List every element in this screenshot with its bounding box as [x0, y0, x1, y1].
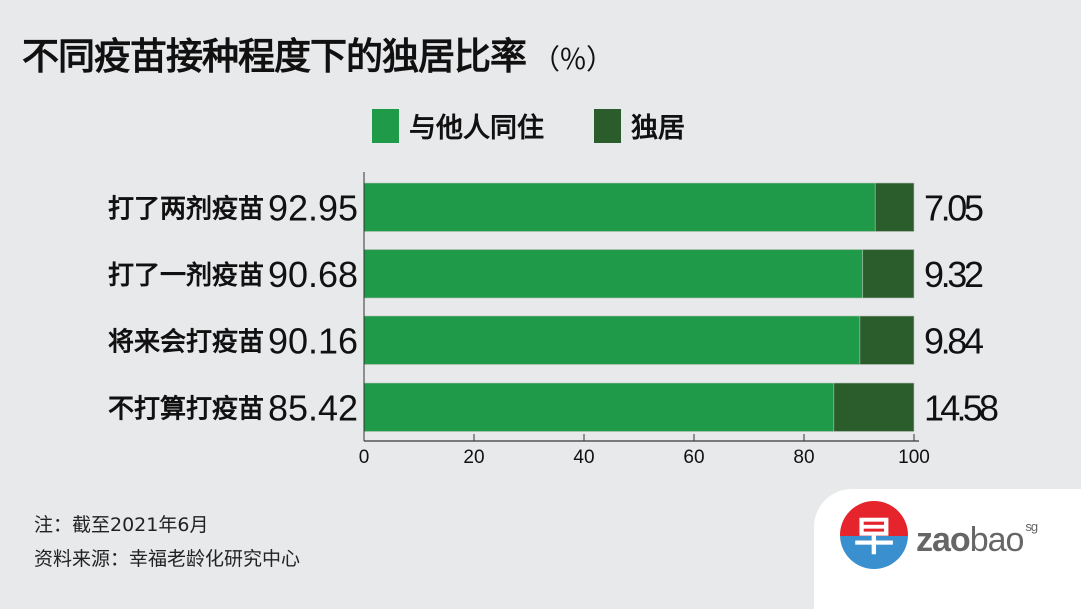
- bar-segment-alone: [859, 315, 915, 365]
- legend-label: 与他人同住: [409, 113, 544, 144]
- x-tick-label: 80: [793, 447, 814, 468]
- category-label: 将来会打疫苗: [108, 326, 264, 357]
- x-tick-label: 60: [683, 447, 704, 468]
- value-label-with-others: 92.95: [268, 187, 358, 228]
- bar-segment-alone: [874, 182, 915, 232]
- bar-segment-with-others: [363, 249, 864, 299]
- x-tick-label: 100: [898, 447, 930, 468]
- logo-sup: sg: [1025, 519, 1038, 534]
- category-label: 不打算打疫苗: [108, 393, 264, 424]
- value-label-with-others: 85.42: [268, 387, 358, 428]
- logo-bold: zao: [916, 521, 971, 559]
- value-label-alone: 14.58: [924, 387, 999, 428]
- note-date: 注：截至2021年6月: [34, 514, 209, 536]
- bar-segment-with-others: [363, 382, 835, 432]
- category-label: 打了两剂疫苗: [108, 193, 264, 224]
- bar-segment-with-others: [363, 182, 876, 232]
- legend-label: 独居: [631, 113, 685, 144]
- x-tick-label: 40: [573, 447, 594, 468]
- legend-swatch: [372, 108, 399, 143]
- chart-title: 不同疫苗接种程度下的独居比率 （％）: [22, 26, 614, 80]
- zaobao-wordmark: zaobao sg: [916, 519, 1038, 560]
- value-label-alone: 7.05: [924, 187, 984, 228]
- value-label-with-others: 90.68: [268, 254, 358, 295]
- value-label-with-others: 90.16: [268, 320, 358, 361]
- title-unit: （％）: [532, 43, 614, 76]
- x-tick-label: 20: [463, 447, 484, 468]
- legend: 与他人同住 独居: [372, 106, 735, 145]
- bar-segment-with-others: [363, 315, 861, 365]
- bar-chart: 打了两剂疫苗 92.95 7.05 打了一剂疫苗 90.68 9.32 将来会打疫苗 90.1…: [108, 172, 999, 468]
- category-label: 打了一剂疫苗: [108, 260, 264, 291]
- bar-segment-alone: [833, 382, 915, 432]
- title-text: 不同疫苗接种程度下的独居比率: [22, 35, 527, 78]
- note-source: 资料来源：幸福老龄化研究中心: [34, 548, 301, 570]
- legend-item-with-others: 与他人同住: [372, 106, 544, 145]
- legend-item-alone: 独居: [594, 106, 685, 145]
- logo-light: bao: [969, 521, 1025, 559]
- bar-segment-alone: [862, 249, 915, 299]
- value-label-alone: 9.32: [924, 254, 984, 295]
- legend-swatch: [594, 108, 621, 143]
- value-label-alone: 9.84: [924, 320, 984, 361]
- x-tick-label: 0: [359, 447, 370, 468]
